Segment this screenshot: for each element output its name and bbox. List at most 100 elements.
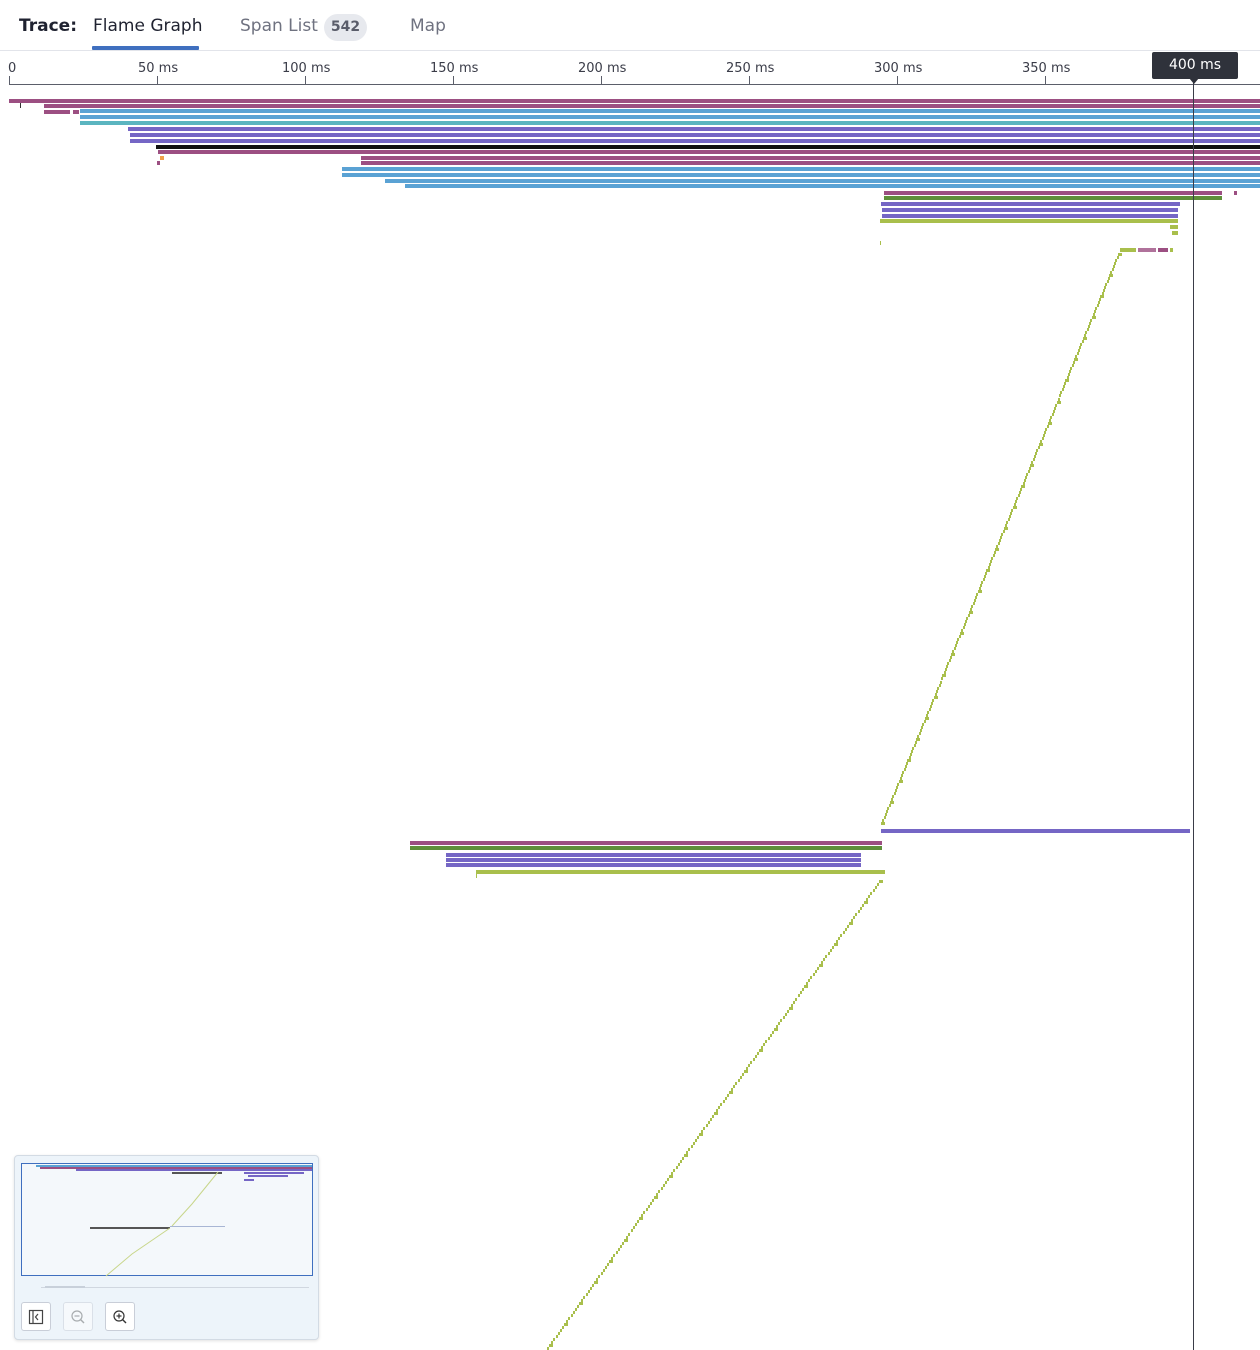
- zoom-out-button[interactable]: [63, 1302, 93, 1331]
- span-bar[interactable]: [571, 1314, 573, 1317]
- span-bar[interactable]: [879, 880, 883, 883]
- span-bar[interactable]: [1059, 394, 1061, 397]
- span-bar[interactable]: [1100, 295, 1104, 298]
- span-bar[interactable]: [980, 584, 982, 587]
- span-bar[interactable]: [1008, 518, 1010, 521]
- span-bar[interactable]: [1088, 325, 1090, 328]
- span-bar[interactable]: [887, 807, 889, 810]
- span-bar[interactable]: [1114, 262, 1116, 265]
- collapse-minimap-button[interactable]: [21, 1302, 51, 1331]
- span-bar[interactable]: [995, 548, 999, 551]
- span-bar[interactable]: [669, 1175, 673, 1178]
- span-bar[interactable]: [733, 1085, 735, 1088]
- span-bar[interactable]: [946, 665, 948, 668]
- span-bar[interactable]: [1000, 536, 1002, 539]
- span-bar[interactable]: [1069, 370, 1071, 373]
- span-bar[interactable]: [594, 1281, 598, 1284]
- span-bar[interactable]: [761, 1046, 763, 1049]
- span-bar[interactable]: [130, 133, 1260, 137]
- span-bar[interactable]: [1038, 446, 1040, 449]
- span-bar[interactable]: [882, 214, 1178, 218]
- span-bar[interactable]: [731, 1088, 733, 1091]
- span-bar[interactable]: [1117, 256, 1119, 259]
- span-bar[interactable]: [785, 1013, 787, 1016]
- span-bar[interactable]: [446, 853, 861, 857]
- span-bar[interactable]: [699, 1133, 703, 1136]
- span-bar[interactable]: [624, 1239, 628, 1242]
- span-bar[interactable]: [836, 940, 838, 943]
- span-bar[interactable]: [665, 1181, 667, 1184]
- span-bar[interactable]: [901, 774, 903, 777]
- span-bar[interactable]: [755, 1055, 757, 1058]
- span-bar[interactable]: [834, 943, 838, 946]
- span-bar[interactable]: [1115, 259, 1117, 262]
- span-bar[interactable]: [862, 904, 864, 907]
- span-bar[interactable]: [936, 690, 938, 693]
- span-bar[interactable]: [1083, 337, 1087, 340]
- span-bar[interactable]: [1070, 367, 1072, 370]
- span-bar[interactable]: [1054, 407, 1056, 410]
- span-bar[interactable]: [905, 765, 907, 768]
- span-bar[interactable]: [884, 196, 1222, 200]
- span-bar[interactable]: [942, 674, 946, 677]
- span-bar[interactable]: [1030, 464, 1034, 467]
- span-bar[interactable]: [891, 798, 893, 801]
- span-bar[interactable]: [80, 121, 1260, 125]
- span-bar[interactable]: [952, 650, 954, 653]
- span-bar[interactable]: [951, 653, 955, 656]
- span-bar[interactable]: [1072, 364, 1074, 367]
- span-bar[interactable]: [950, 656, 952, 659]
- span-bar[interactable]: [1053, 410, 1055, 413]
- span-bar[interactable]: [924, 720, 926, 723]
- span-bar[interactable]: [592, 1284, 594, 1287]
- span-bar[interactable]: [957, 638, 959, 641]
- span-bar[interactable]: [44, 104, 1260, 108]
- span-bar[interactable]: [680, 1160, 682, 1163]
- span-bar[interactable]: [1172, 231, 1178, 235]
- span-bar[interactable]: [631, 1229, 633, 1232]
- span-bar[interactable]: [1024, 479, 1026, 482]
- span-bar[interactable]: [776, 1025, 778, 1028]
- span-bar[interactable]: [851, 919, 853, 922]
- span-bar[interactable]: [750, 1061, 752, 1064]
- span-bar[interactable]: [1105, 283, 1107, 286]
- span-bar[interactable]: [1028, 470, 1030, 473]
- span-bar[interactable]: [971, 605, 973, 608]
- span-bar[interactable]: [1138, 248, 1156, 252]
- span-bar[interactable]: [934, 696, 938, 699]
- span-bar[interactable]: [678, 1163, 680, 1166]
- span-bar[interactable]: [1060, 391, 1062, 394]
- span-bar[interactable]: [735, 1082, 737, 1085]
- span-bar[interactable]: [588, 1290, 590, 1293]
- span-bar[interactable]: [907, 759, 911, 762]
- span-bar[interactable]: [342, 173, 1260, 177]
- span-bar[interactable]: [1050, 416, 1052, 419]
- span-bar[interactable]: [840, 934, 842, 937]
- span-bar[interactable]: [999, 539, 1001, 542]
- span-bar[interactable]: [920, 729, 922, 732]
- span-bar[interactable]: [783, 1016, 785, 1019]
- span-bar[interactable]: [1109, 274, 1113, 277]
- span-bar[interactable]: [676, 1166, 678, 1169]
- span-bar[interactable]: [697, 1136, 699, 1139]
- span-bar[interactable]: [691, 1145, 693, 1148]
- span-bar[interactable]: [1004, 527, 1008, 530]
- span-bar[interactable]: [798, 994, 800, 997]
- span-bar[interactable]: [476, 874, 477, 878]
- span-bar[interactable]: [729, 1091, 733, 1094]
- span-bar[interactable]: [385, 179, 1260, 183]
- span-bar[interactable]: [410, 846, 882, 850]
- span-bar[interactable]: [1018, 494, 1020, 497]
- span-bar[interactable]: [586, 1293, 588, 1296]
- span-bar[interactable]: [849, 922, 853, 925]
- tab-span-list[interactable]: Span List: [240, 16, 318, 36]
- span-bar[interactable]: [1097, 304, 1099, 307]
- span-bar[interactable]: [960, 632, 964, 635]
- span-bar[interactable]: [800, 991, 802, 994]
- span-bar[interactable]: [819, 964, 823, 967]
- span-bar[interactable]: [1065, 379, 1069, 382]
- span-bar[interactable]: [361, 156, 1260, 160]
- span-bar[interactable]: [963, 626, 965, 629]
- span-bar[interactable]: [706, 1124, 708, 1127]
- span-bar[interactable]: [596, 1278, 598, 1281]
